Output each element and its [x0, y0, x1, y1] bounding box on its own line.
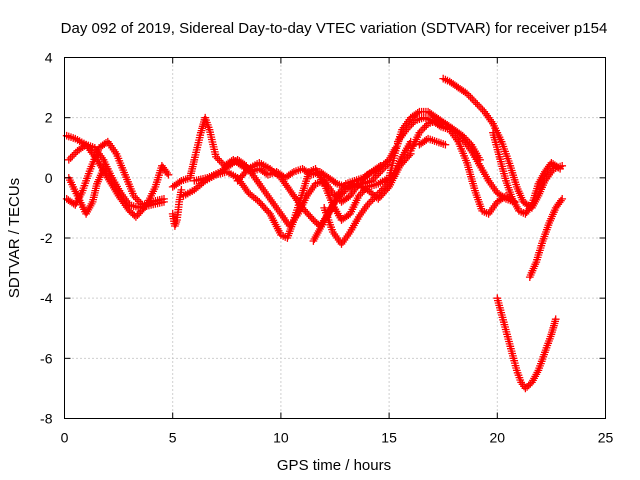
data-point — [551, 315, 560, 324]
data-series-track18 — [493, 294, 560, 393]
y-tick-label: -6 — [40, 350, 53, 366]
x-tick-label: 10 — [273, 430, 289, 446]
x-tick-label: 5 — [169, 430, 177, 446]
y-tick-label: -8 — [40, 411, 53, 427]
y-tick-label: 0 — [45, 170, 53, 186]
chart-title: Day 092 of 2019, Sidereal Day-to-day VTE… — [61, 20, 608, 37]
x-tick-label: 20 — [490, 430, 506, 446]
data-point — [164, 170, 173, 179]
data-point — [441, 140, 450, 149]
x-axis-label: GPS time / hours — [277, 457, 391, 474]
data-point — [99, 164, 108, 173]
x-tick-label: 15 — [381, 430, 397, 446]
data-point — [558, 195, 567, 203]
tick-layer: 0 5 10 15 20 25 -8 -6 -4 -2 0 2 4 — [40, 50, 613, 446]
y-tick-label: -4 — [40, 290, 53, 306]
data-series-track3 — [64, 140, 168, 212]
x-tick-label: 0 — [61, 430, 69, 446]
y-axis-label: SDTVAR / TECUs — [6, 178, 23, 298]
data-layer — [62, 74, 567, 393]
data-series-track10 — [309, 161, 385, 245]
data-point — [376, 161, 385, 170]
data-series-track15 — [415, 134, 450, 149]
data-point — [177, 186, 186, 194]
y-tick-label: 4 — [45, 50, 53, 66]
x-tick-label: 25 — [598, 430, 614, 446]
data-series-track4 — [64, 164, 108, 218]
y-tick-label: 2 — [45, 110, 53, 126]
data-point — [160, 198, 168, 206]
data-series-track19 — [525, 195, 567, 281]
data-series-track17 — [489, 128, 564, 218]
data-series-track5 — [168, 186, 186, 230]
y-tick-label: -2 — [40, 230, 53, 246]
data-point — [556, 164, 564, 173]
